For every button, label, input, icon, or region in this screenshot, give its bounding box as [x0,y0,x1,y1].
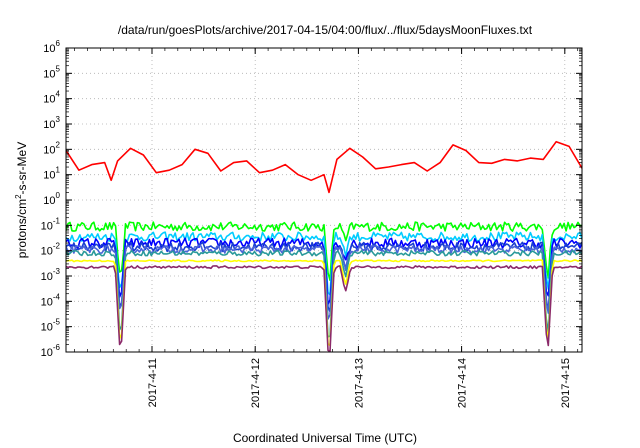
series-group [66,140,582,352]
series-line [66,265,582,352]
y-tick-exponent: 0 [56,191,61,200]
series-line [66,221,582,281]
y-tick-base: 10 [41,271,53,283]
y-tick-label: 10-2 [41,242,61,258]
y-axis-label-pre: protons/cm [15,199,29,258]
plot-frame [65,47,583,353]
y-tick-base: 10 [41,220,53,232]
series-line [66,249,582,338]
y-tick-label: 10-6 [41,343,61,359]
y-tick-base: 10 [43,119,55,131]
chart-title: /data/run/goesPlots/archive/2017-04-15/0… [118,23,533,37]
y-tick-base: 10 [41,347,53,359]
y-tick-base: 10 [41,296,53,308]
series-line [66,244,582,320]
x-axis-label: Coordinated Universal Time (UTC) [233,431,417,445]
x-tick-label: 2017-4-14 [457,358,469,408]
axes: 10-610-510-410-310-210-11001011021031041… [41,39,583,408]
y-tick-base: 10 [43,195,55,207]
series-line [66,259,582,347]
y-tick-label: 102 [43,140,60,156]
y-tick-label: 10-1 [41,216,61,232]
grid [66,48,582,352]
x-tick-label: 2017-4-15 [560,358,572,408]
x-tick-label: 2017-4-12 [250,358,262,408]
y-tick-exponent: 6 [56,39,61,48]
y-tick-exponent: 1 [56,166,61,175]
y-tick-exponent: 5 [56,64,61,73]
y-axis-label-post: -s-sr-MeV [15,142,29,195]
y-tick-label: 104 [43,90,60,106]
y-tick-label: 101 [43,166,60,182]
y-tick-label: 103 [43,115,60,131]
y-tick-label: 100 [43,191,60,207]
series-line [66,241,582,313]
y-tick-base: 10 [43,170,55,182]
series-line [66,140,582,194]
y-tick-base: 10 [43,94,55,106]
y-tick-exponent: -1 [53,216,61,225]
y-tick-label: 10-4 [41,292,61,308]
y-tick-exponent: 2 [56,140,61,149]
y-axis-label: protons/cm2-s-sr-MeV [14,142,29,258]
y-tick-exponent: -6 [53,343,61,352]
y-tick-exponent: -4 [53,292,61,301]
y-axis-label-sup: 2 [14,194,23,199]
y-tick-exponent: -5 [53,318,61,327]
y-tick-exponent: 3 [56,115,61,124]
y-tick-exponent: -3 [53,267,61,276]
y-tick-label: 105 [43,64,60,80]
y-tick-exponent: -2 [53,242,61,251]
y-tick-exponent: 4 [56,90,61,99]
y-tick-base: 10 [43,144,55,156]
y-tick-base: 10 [43,68,55,80]
y-tick-base: 10 [41,246,53,258]
y-tick-base: 10 [41,322,53,334]
x-tick-label: 2017-4-11 [147,358,159,407]
y-tick-label: 10-5 [41,318,61,334]
y-tick-base: 10 [43,43,55,55]
y-tick-label: 106 [43,39,60,55]
y-tick-label: 10-3 [41,267,61,283]
x-tick-label: 2017-4-13 [353,358,365,408]
